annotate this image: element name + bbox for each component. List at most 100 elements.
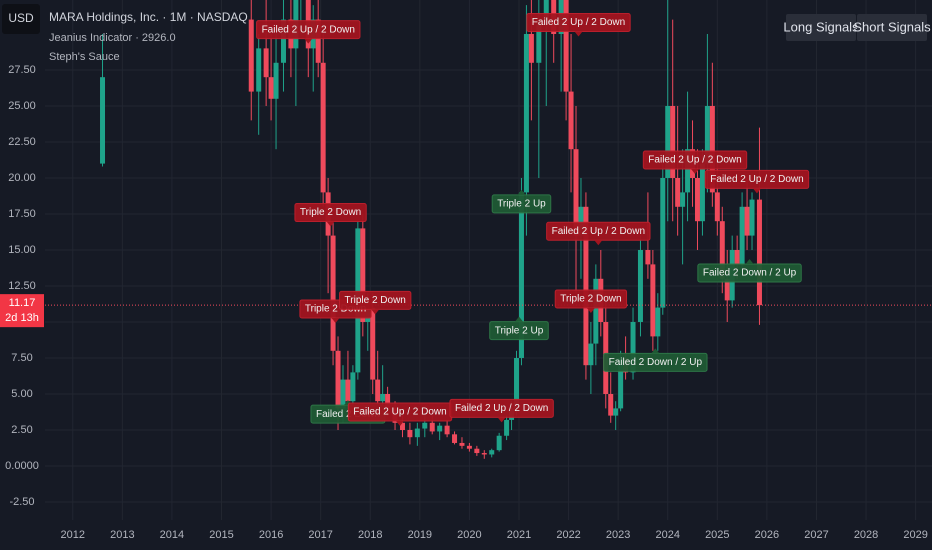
candle-body [523, 33, 529, 193]
candle-body [385, 393, 391, 409]
chart-title: MARA Holdings, Inc. · 1M · NASDAQ [49, 10, 248, 24]
signal-text: Failed 2 Up / 2 Down [353, 407, 446, 418]
x-tick-label: 2024 [655, 529, 679, 541]
signal-pointer [497, 417, 506, 423]
candle-body [256, 48, 262, 92]
candle-body [578, 206, 584, 236]
signal-label: Triple 2 Down [294, 203, 367, 227]
x-tick-label: 2029 [903, 529, 927, 541]
y-tick-label: 15.00 [8, 244, 36, 256]
candle-body [481, 453, 487, 455]
candle-body [414, 428, 420, 438]
y-tick-label: 27.50 [8, 64, 36, 76]
candle-body [630, 321, 636, 373]
candle-body [583, 206, 589, 366]
signal-label: Triple 2 Up [491, 189, 552, 214]
currency[interactable]: USD [8, 11, 34, 25]
candle-body [459, 442, 465, 446]
candle-body [335, 350, 341, 409]
signal-text: Triple 2 Down [305, 304, 366, 315]
candle-body [504, 419, 510, 436]
candle-body [675, 177, 681, 207]
price-tag [0, 294, 44, 328]
candle-body [496, 435, 502, 451]
button-label[interactable]: Long Signals [783, 19, 859, 34]
y-tick-label: 2.50 [11, 424, 32, 436]
candle-body [709, 105, 715, 193]
signal-label: Failed 2 Up / 2 Down [546, 221, 651, 246]
candle-body [514, 357, 520, 409]
signal-label: Failed 2 Up / 2 Down [526, 12, 631, 37]
candle-body [474, 448, 480, 454]
candle-body [734, 249, 740, 265]
button-label[interactable]: Short Signals [853, 19, 931, 34]
candle-body [704, 105, 710, 164]
y-tick-label: 17.50 [8, 208, 36, 220]
signal-pointer [745, 259, 754, 265]
short-signals-button[interactable] [857, 14, 927, 41]
y-tick-label: 5.00 [11, 388, 32, 400]
candle-body [330, 235, 336, 351]
candle-body [489, 450, 495, 455]
candle-body [437, 425, 443, 432]
candle-body [268, 77, 274, 99]
x-tick-label: 2021 [507, 529, 531, 541]
candle-body [685, 149, 691, 193]
indicator: Steph's Sauce [49, 51, 120, 63]
candle-body [100, 77, 106, 164]
candle-body [724, 278, 730, 301]
candle-body [613, 408, 619, 416]
candle-body [360, 228, 366, 322]
signal-pointer [326, 221, 335, 227]
price-tag-countdown: 2d 13h [5, 312, 39, 324]
x-tick-label: 2022 [556, 529, 580, 541]
candle-body [315, 19, 321, 63]
x-tick-label: 2012 [61, 529, 85, 541]
candle-body [588, 343, 594, 366]
candle-body [466, 445, 472, 449]
x-tick-label: 2025 [705, 529, 729, 541]
signal-text: Triple 2 Up [495, 325, 544, 336]
signal-pointer [586, 307, 595, 313]
y-tick-label: -2.50 [9, 496, 34, 508]
signal-pointer [574, 31, 583, 37]
x-tick-label: 2018 [358, 529, 382, 541]
candle-body [263, 48, 269, 78]
signal-text: Triple 2 Down [300, 207, 361, 218]
x-tick-label: 2017 [308, 529, 332, 541]
x-tick-label: 2019 [408, 529, 432, 541]
long-signals-button[interactable] [786, 14, 856, 41]
candle-body [670, 105, 676, 178]
signal-pointer [651, 348, 660, 354]
candle-body [618, 357, 624, 409]
signal-pointer [514, 316, 523, 322]
signal-label: Failed 2 Up / 2 Down [642, 150, 748, 174]
signal-label: Triple 2 Down [554, 289, 628, 313]
candle-body [655, 307, 661, 337]
signal-text: Failed 2 Up / 2 Down [532, 17, 625, 28]
candle-body [444, 425, 450, 435]
signal-pointer [395, 420, 404, 426]
candle-body [370, 307, 376, 380]
signal-text: Failed 2 Down / 2 Up [609, 357, 703, 368]
candle-body [280, 19, 286, 63]
signal-label: Failed 2 Up / 2 Down [347, 402, 453, 426]
signal-label: Failed 2 Up / 2 Down [256, 20, 361, 44]
candle-body [543, 0, 549, 20]
candle-body [739, 206, 745, 265]
signal-text: Failed 2 Up / 2 Down [552, 226, 645, 237]
signal-pointer [517, 189, 526, 195]
signal-label: Failed 2 Up / 2 Down [704, 169, 810, 194]
candle-body [744, 206, 750, 236]
candle-body [422, 422, 428, 429]
candle-body [573, 149, 579, 236]
x-tick-label: 2026 [755, 529, 779, 541]
signal-text: Failed 2 Up / 2 Down [455, 403, 548, 414]
y-tick-label: 25.00 [8, 100, 36, 112]
candle-body [350, 372, 356, 402]
candle-body [518, 192, 524, 358]
currency-box[interactable] [2, 4, 40, 34]
candle-body [452, 434, 458, 443]
candle-body [680, 192, 686, 207]
